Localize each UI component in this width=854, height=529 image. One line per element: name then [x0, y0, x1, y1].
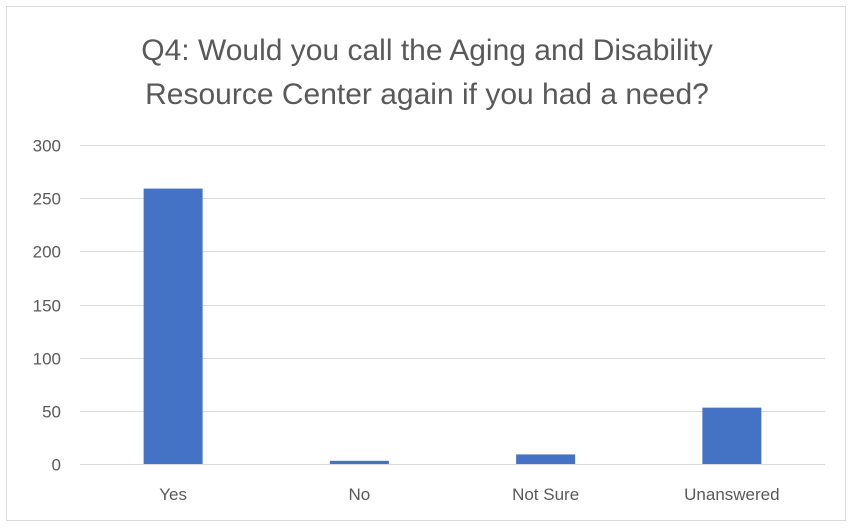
x-axis-tick-labels: Yes No Not Sure Unanswered: [159, 485, 779, 504]
y-tick-label: 150: [33, 297, 61, 316]
chart-title: Q4: Would you call the Aging and Disabil…: [7, 29, 847, 117]
bars: [143, 188, 762, 464]
y-tick-label: 200: [33, 243, 61, 262]
y-tick-label: 250: [33, 190, 61, 209]
chart-title-line-2: Resource Center again if you had a need?: [145, 78, 709, 111]
x-tick-label: Yes: [159, 485, 187, 504]
x-tick-label: Not Sure: [512, 485, 579, 504]
gridlines: [80, 145, 825, 465]
chart-title-line-1: Q4: Would you call the Aging and Disabil…: [141, 34, 713, 67]
x-tick-label: Unanswered: [684, 485, 779, 504]
x-tick-label: No: [349, 485, 371, 504]
bar-unanswered: [702, 407, 762, 464]
y-tick-label: 300: [33, 137, 61, 156]
bar-no: [329, 460, 389, 464]
y-tick-label: 0: [52, 456, 61, 475]
bar-not-sure: [516, 454, 576, 464]
y-axis-tick-labels: 0 50 100 150 200 250 300: [33, 137, 61, 475]
y-tick-label: 100: [33, 350, 61, 369]
bar-yes: [143, 188, 203, 464]
y-tick-label: 50: [42, 403, 61, 422]
